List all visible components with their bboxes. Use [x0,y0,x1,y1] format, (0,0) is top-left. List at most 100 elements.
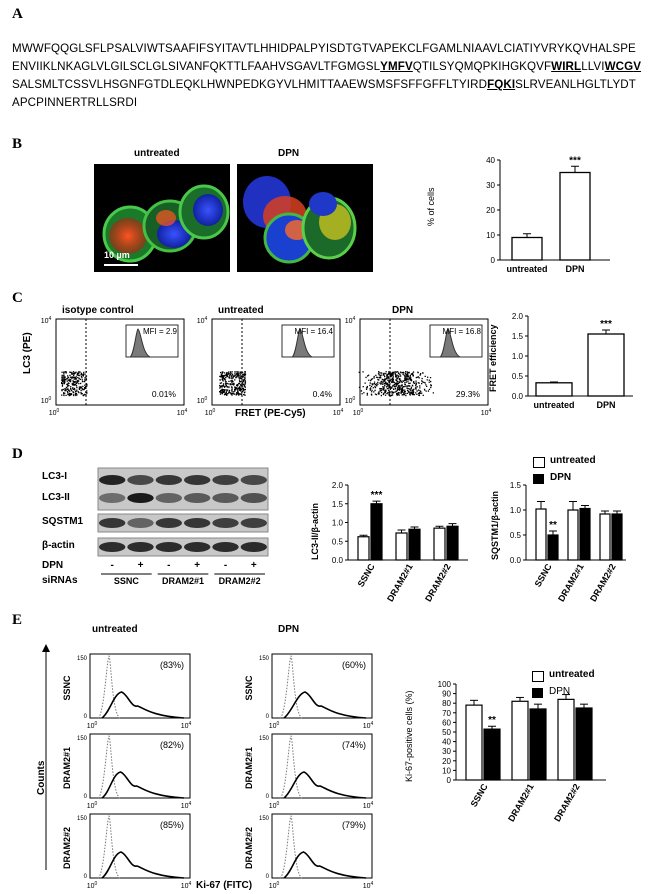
positive-percent-label: (74%) [342,740,366,750]
x-tick-label: 104 [181,881,192,890]
axis-tick-exp: 0 [57,408,60,414]
band-lc3-i [99,475,126,485]
bar [611,513,623,561]
band-lc3-ii [127,493,154,503]
positive-percent-label: (79%) [342,820,366,830]
mfi-label: MFI = 16.4 [295,327,334,336]
legend-swatch-untreated [532,671,544,682]
category-label: untreated [533,400,574,410]
image-label-untreated: untreated [134,148,180,159]
category-label: DRAM2#2 [588,562,618,603]
y-tick-label: 0.0 [332,556,344,565]
sample-histogram [283,691,367,719]
mfi-label: MFI = 16.8 [443,327,482,336]
x-tick-exp: 0 [277,881,280,887]
panel-c-letter: C [12,290,23,306]
positive-percent-label: (85%) [160,820,184,830]
control-histogram [279,655,303,719]
confocal-image-untreated: 10 µm [94,164,230,272]
y-tick-label: 70 [442,709,451,718]
blot-label-lc3-ii: LC3-II [42,492,70,503]
band-lc3-ii [99,493,126,503]
x-tick-label: 104 [181,721,192,730]
bar [408,528,421,561]
category-label: untreated [506,264,547,274]
gate-percent-label: 0.4% [313,389,333,399]
legend-label-untreated: untreated [550,455,596,466]
bar-chart-sqstm1: 0.0 0.5 1.0 1.5 ** SSNC DRAM2#1 DRAM2#2 [510,481,626,603]
x-tick-exp: 4 [371,721,374,727]
x-tick-label: 104 [363,801,374,810]
bar-chart-fret-efficiency: 0.0 0.5 1.0 1.5 2.0 untreated DPN *** [512,312,633,410]
category-label: SSNC [469,782,490,809]
y-tick-label: 150 [77,656,88,662]
y-tick-label: 90 [442,690,451,699]
x-tick-exp: 0 [277,801,280,807]
scale-bar-label: 10 µm [104,250,130,260]
sample-histogram [101,851,185,879]
axis-tick-high: 104 [177,408,188,417]
y-tick-label: 1.0 [332,519,344,528]
axis-tick-exp: 0 [213,408,216,414]
bar [579,507,591,561]
sirna-label: DRAM2#1 [162,576,204,586]
y-tick-label: 30 [486,181,495,190]
category-label: DRAM2#1 [506,782,536,823]
significance-label: *** [600,319,612,330]
y-tick-label: 150 [77,736,88,742]
row-label: DRAM2#1 [244,747,254,789]
x-tick-label: 100 [87,801,98,810]
significance-label: *** [569,155,581,166]
band-lc3-ii [212,493,239,503]
y-tick-label: 2.0 [512,312,524,321]
flow-xlabel: FRET (PE-Cy5) [235,408,306,419]
sequence-line: MWWFQQGLSFLPSALVIWTSAAFIFSYITAVTLHHIDPAL… [12,42,636,55]
bar [529,708,547,781]
y-tick-label: 0.0 [510,556,522,565]
histogram-frame [271,653,373,719]
y-tick-label: 0 [266,714,270,720]
category-label: DRAM2#1 [385,562,415,603]
control-histogram [97,655,121,719]
category-label: DRAM2#1 [556,562,586,603]
chart-e-ylabel: Ki-67-positive cells (%) [404,690,414,782]
western-blot: - + - + - + SSNC DRAM2#1 DRAM2#2 [97,467,269,586]
dpn-sign: - [167,560,170,571]
legend-label-dpn: DPN [549,686,571,697]
sirna-label: DRAM2#2 [219,576,261,586]
bar-chart-lc3ii: 0.0 0.5 1.0 1.5 2.0 *** SSNC DRAM2#1 DRAM2#2 [332,481,468,603]
control-histogram [97,815,121,879]
axis-tick-high: 104 [197,316,208,325]
lir-motif: WIRL [551,60,582,73]
flow-dot-cloud [219,371,247,396]
x-tick-label: 100 [87,881,98,890]
band-actin [155,542,182,552]
sequence-line: SLRVEANLHGLTLYDT [515,78,636,91]
x-tick-label: 104 [181,801,192,810]
sequence-line: QTILSYQMQPKIHGKQVF [412,60,552,73]
bar [511,700,529,781]
axis-tick-high: 104 [41,316,52,325]
y-tick-label: 0 [84,794,88,800]
y-tick-label: 0 [84,714,88,720]
x-tick-exp: 4 [189,881,192,887]
x-tick-exp: 4 [189,721,192,727]
flow-title-isotype: isotype control [62,305,134,316]
x-tick-exp: 4 [189,801,192,807]
legend-swatch-dpn [532,688,543,698]
bar [587,333,625,397]
band-sqstm1 [184,518,211,528]
y-tick-label: 0.5 [512,372,524,381]
panel-a-letter: A [12,6,23,22]
sirna-label: SSNC [114,576,140,586]
bar-chart-percent-cells: 0 10 20 30 40 untreated DPN *** [486,155,610,274]
bar [535,382,573,397]
significance-label: ** [549,520,557,531]
lir-motif: YMFV [380,60,413,73]
sample-histogram [283,851,367,879]
x-tick-label: 104 [363,721,374,730]
bar [465,704,483,781]
blot-label-sqstm1: SQSTM1 [42,516,84,527]
bar [599,513,611,561]
